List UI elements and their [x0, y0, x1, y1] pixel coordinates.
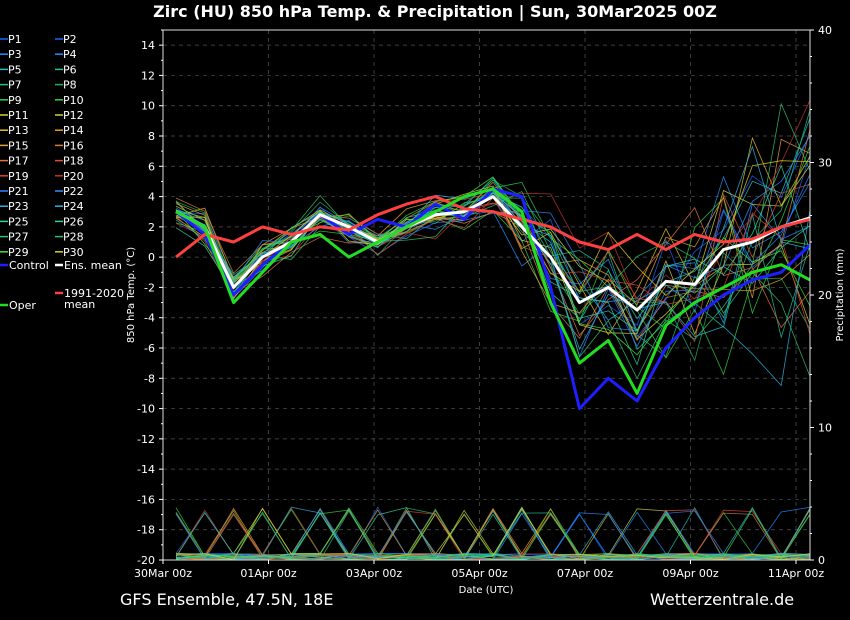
y-tick-label: -6 [144, 342, 155, 355]
y-tick-label: -14 [137, 463, 155, 476]
legend-label: P17 [8, 155, 29, 168]
y-tick-label: 4 [148, 191, 155, 204]
y-tick-label: 10 [141, 100, 155, 113]
y-tick-label: -16 [137, 493, 155, 506]
legend-label: P25 [8, 215, 29, 228]
legend-label: 1991-2020 [64, 287, 124, 300]
y-tick-label: 2 [148, 221, 155, 234]
y2-axis-label: Precipitation (mm) [835, 248, 846, 341]
series-line [175, 195, 811, 312]
precip-member-line [175, 507, 811, 561]
y2-tick-label: 40 [818, 24, 832, 37]
ensemble-member-line [175, 190, 811, 377]
y-tick-label: -10 [137, 403, 155, 416]
legend-label: P10 [63, 94, 84, 107]
y-tick-label: -2 [144, 281, 155, 294]
legend-label: P27 [8, 231, 29, 244]
y-tick-label: 12 [141, 69, 155, 82]
y-tick-label: 8 [148, 130, 155, 143]
x-axis-label: Date (UTC) [459, 585, 514, 596]
legend-label: P13 [8, 124, 29, 137]
y-tick-label: -20 [137, 554, 155, 567]
x-tick-label: 30Mar 00z [134, 567, 192, 580]
ensemble-member-line [175, 102, 811, 380]
legend-label: P19 [8, 170, 29, 183]
ensemble-member-line [175, 176, 811, 356]
x-tick-label: 07Apr 00z [557, 567, 614, 580]
y-axis-ticks: 14 12 10 8 6 4 2 0 -2 -4 -6 -8 -10 -12 -14 -16 -18 -20 [137, 29, 163, 567]
legend-label: P6 [63, 63, 77, 76]
y-tick-label: 14 [141, 39, 155, 52]
y2-tick-label: 20 [818, 289, 832, 302]
y-tick-label: 6 [148, 160, 155, 173]
legend-label: P2 [63, 33, 77, 46]
legend-label: P22 [63, 185, 84, 198]
legend-label: Ens. mean [64, 259, 122, 272]
y-tick-label: -8 [144, 372, 155, 385]
legend-label: P12 [63, 109, 84, 122]
legend-label: Oper [9, 299, 36, 312]
legend-label: P30 [63, 246, 84, 259]
y-tick-label: -12 [137, 433, 155, 446]
x-tick-label: 05Apr 00z [451, 567, 508, 580]
legend-label: P4 [63, 48, 77, 61]
y-tick-label: 0 [148, 251, 155, 264]
y-tick-label: -4 [144, 312, 155, 325]
legend-label: P18 [63, 155, 84, 168]
legend-label: P24 [63, 200, 84, 213]
y-tick-label: -18 [137, 524, 155, 537]
main-series [175, 187, 812, 411]
legend: P1 P2 P3 P4 P5 P6 P7 P8 P9 P10 P11 P12 P13 P14 P15 P16 P… [0, 33, 124, 312]
ensemble-member-line [175, 181, 811, 332]
legend-label: P5 [8, 63, 22, 76]
y2-tick-label: 10 [818, 422, 832, 435]
y2-tick-label: 30 [818, 157, 832, 170]
series-line [175, 195, 811, 259]
x-tick-label: 11Apr 00z [768, 567, 825, 580]
chart-title: Zirc (HU) 850 hPa Temp. & Precipitation … [153, 2, 717, 21]
legend-label: P3 [8, 48, 22, 61]
x-tick-label: 03Apr 00z [346, 567, 403, 580]
data-source: GFS Ensemble, 47.5N, 18E [120, 590, 334, 609]
precip-member-line [175, 507, 811, 561]
legend-label: P29 [8, 246, 29, 259]
x-tick-label: 09Apr 00z [662, 567, 719, 580]
legend-label: P23 [8, 200, 29, 213]
legend-label: P7 [8, 79, 22, 92]
x-tick-label: 01Apr 00z [240, 567, 297, 580]
legend-label: P16 [63, 139, 84, 152]
legend-label: P11 [8, 109, 29, 122]
legend-label: P14 [63, 124, 84, 137]
series-line [175, 187, 811, 395]
x-axis-ticks: 30Mar 00z 01Apr 00z 03Apr 00z 05Apr 00z 07Ap… [134, 560, 824, 580]
precip-member-line [175, 507, 811, 561]
legend-label: P21 [8, 185, 29, 198]
site-name: Wetterzentrale.de [650, 590, 795, 609]
legend-label: P26 [63, 215, 84, 228]
y2-axis-ticks: 40 30 20 10 0 [810, 24, 832, 567]
legend-label: P15 [8, 139, 29, 152]
legend-label: P8 [63, 79, 77, 92]
legend-label: P9 [8, 94, 22, 107]
ensemble-member-line [175, 202, 811, 337]
y-axis-label: 850 hPa Temp. (°C) [126, 247, 137, 343]
legend-label: P28 [63, 231, 84, 244]
y2-tick-label: 0 [818, 554, 825, 567]
legend-label: P20 [63, 170, 84, 183]
precip-member-line [175, 506, 811, 561]
legend-label: P1 [8, 33, 22, 46]
legend-label: mean [64, 298, 95, 311]
legend-label: Control [9, 259, 49, 272]
